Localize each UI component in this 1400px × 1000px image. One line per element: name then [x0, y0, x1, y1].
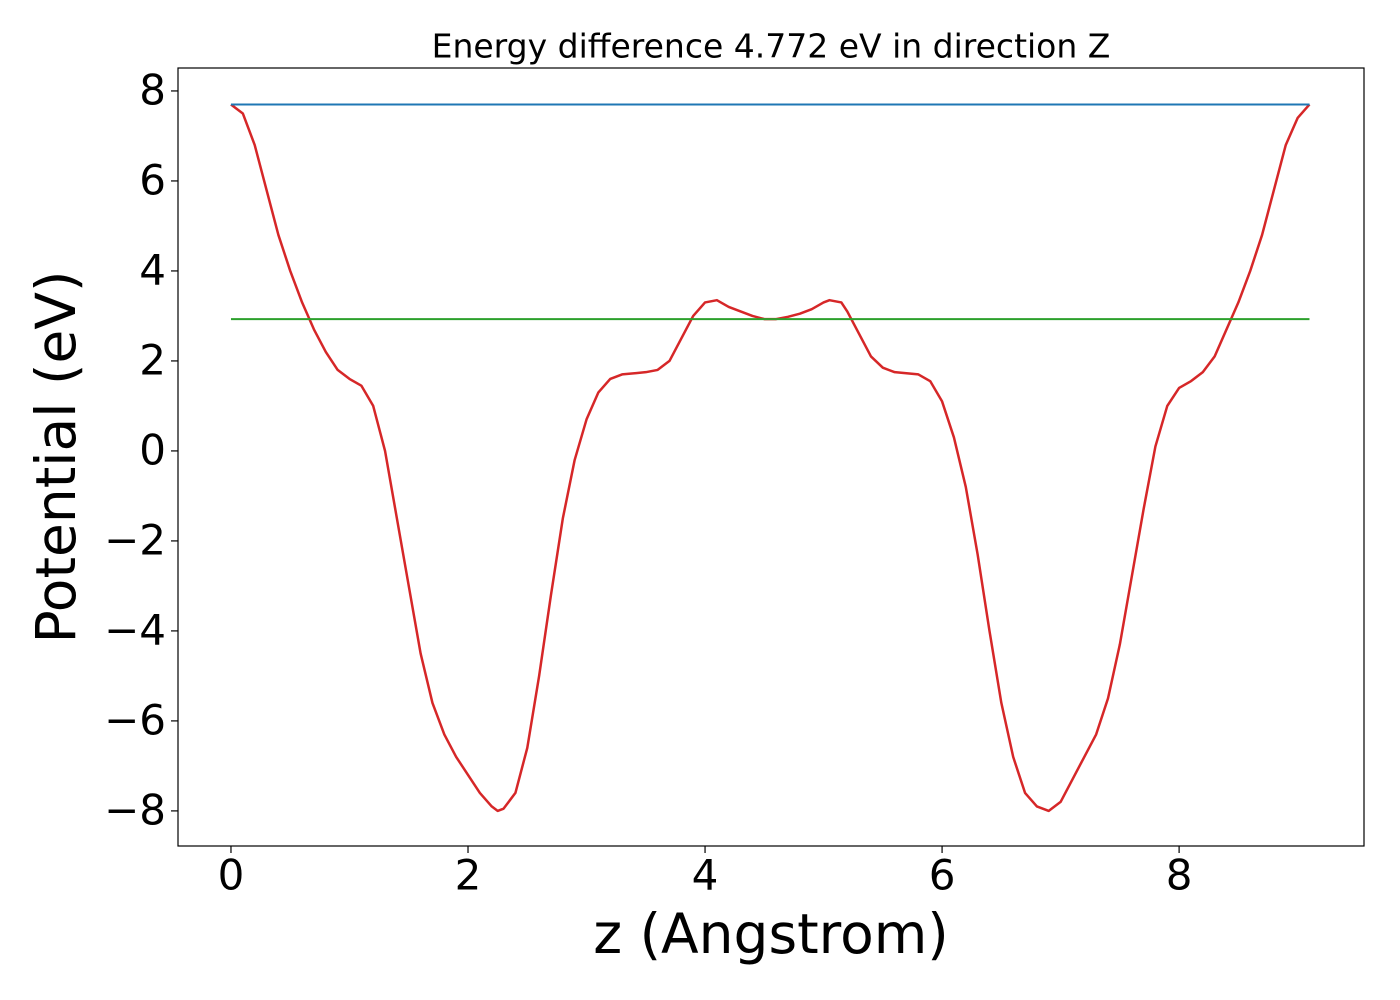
- x-axis-label: z (Angstrom): [593, 902, 949, 966]
- y-tick-label: −4: [104, 605, 166, 654]
- y-tick-label: −8: [104, 785, 166, 834]
- plot-frame: [177, 67, 1365, 847]
- x-tick-label: 0: [218, 851, 245, 900]
- y-tick-label: 6: [139, 155, 166, 204]
- chart-title: Energy difference 4.772 eV in direction …: [432, 27, 1111, 66]
- x-tick-label: 8: [1166, 851, 1193, 900]
- line-series: [230, 103, 1311, 813]
- y-tick-label: 8: [139, 65, 166, 114]
- y-tick-label: −6: [104, 695, 166, 744]
- y-tick-label: −2: [104, 515, 166, 564]
- y-tick-label: 2: [139, 335, 166, 384]
- y-tick-label: 4: [139, 245, 166, 294]
- y-tick-label: 0: [139, 425, 166, 474]
- x-tick-label: 4: [692, 851, 719, 900]
- y-axis-label: Potential (eV): [24, 271, 88, 644]
- x-tick-label: 6: [929, 851, 956, 900]
- x-tick-label: 2: [455, 851, 482, 900]
